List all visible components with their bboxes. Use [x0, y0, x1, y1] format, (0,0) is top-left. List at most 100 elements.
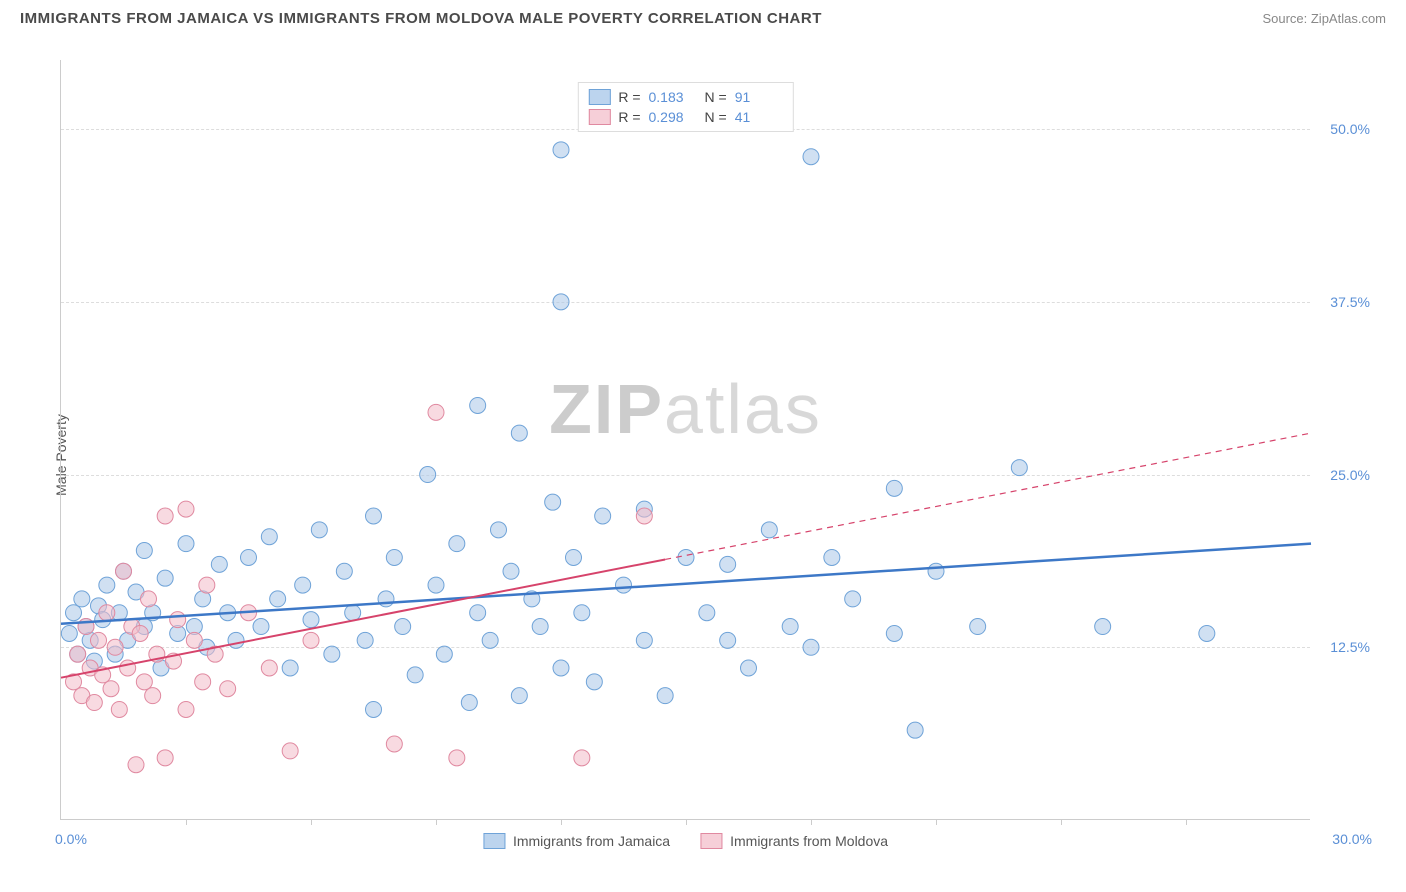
scatter-point: [574, 750, 590, 766]
scatter-point: [170, 612, 186, 628]
x-tick: [686, 819, 687, 825]
scatter-point: [699, 605, 715, 621]
scatter-point: [66, 605, 82, 621]
scatter-point: [195, 674, 211, 690]
scatter-point: [616, 577, 632, 593]
y-tick-label: 37.5%: [1330, 294, 1370, 310]
scatter-point: [449, 750, 465, 766]
scatter-point: [145, 688, 161, 704]
scatter-point: [470, 605, 486, 621]
scatter-point: [553, 142, 569, 158]
scatter-point: [186, 632, 202, 648]
scatter-point: [553, 660, 569, 676]
scatter-point: [428, 404, 444, 420]
scatter-point: [741, 660, 757, 676]
scatter-point: [907, 722, 923, 738]
scatter-point: [449, 536, 465, 552]
y-tick-label: 12.5%: [1330, 639, 1370, 655]
x-tick: [1186, 819, 1187, 825]
scatter-point: [482, 632, 498, 648]
x-tick-max: 30.0%: [1332, 831, 1372, 847]
stats-row-jamaica: R = 0.183 N = 91: [588, 87, 782, 107]
x-tick: [561, 819, 562, 825]
scatter-point: [545, 494, 561, 510]
plot-area: ZIPatlas 12.5%25.0%37.5%50.0% 0.0% 30.0%…: [60, 60, 1310, 820]
scatter-point: [366, 701, 382, 717]
scatter-point: [157, 570, 173, 586]
scatter-point: [657, 688, 673, 704]
scatter-point: [228, 632, 244, 648]
stat-n-value: 41: [735, 109, 783, 125]
scatter-point: [366, 508, 382, 524]
swatch-icon: [588, 109, 610, 125]
scatter-point: [116, 563, 132, 579]
scatter-point: [845, 591, 861, 607]
series-legend: Immigrants from Jamaica Immigrants from …: [483, 833, 888, 849]
x-tick: [311, 819, 312, 825]
scatter-point: [241, 549, 257, 565]
stat-n-label: N =: [705, 109, 727, 125]
scatter-point: [141, 591, 157, 607]
y-tick-label: 50.0%: [1330, 121, 1370, 137]
scatter-point: [336, 563, 352, 579]
scatter-point: [636, 508, 652, 524]
scatter-point: [253, 619, 269, 635]
x-tick: [436, 819, 437, 825]
scatter-point: [928, 563, 944, 579]
scatter-point: [303, 632, 319, 648]
scatter-point: [99, 577, 115, 593]
scatter-point: [107, 639, 123, 655]
scatter-point: [678, 549, 694, 565]
scatter-point: [720, 632, 736, 648]
x-tick: [186, 819, 187, 825]
scatter-point: [1095, 619, 1111, 635]
legend-item-jamaica: Immigrants from Jamaica: [483, 833, 670, 849]
swatch-icon: [588, 89, 610, 105]
scatter-point: [128, 757, 144, 773]
scatter-point: [282, 660, 298, 676]
scatter-point: [803, 639, 819, 655]
scatter-point: [136, 674, 152, 690]
stat-n-value: 91: [735, 89, 783, 105]
swatch-icon: [700, 833, 722, 849]
scatter-point: [157, 508, 173, 524]
scatter-point: [86, 695, 102, 711]
x-tick-min: 0.0%: [55, 831, 87, 847]
scatter-point: [428, 577, 444, 593]
scatter-point: [345, 605, 361, 621]
scatter-point: [503, 563, 519, 579]
stats-legend: R = 0.183 N = 91 R = 0.298 N = 41: [577, 82, 793, 132]
swatch-icon: [483, 833, 505, 849]
scatter-point: [261, 660, 277, 676]
stat-r-label: R =: [618, 89, 640, 105]
scatter-point: [61, 625, 77, 641]
scatter-point: [511, 688, 527, 704]
scatter-point: [386, 736, 402, 752]
scatter-point: [586, 674, 602, 690]
chart-container: Male Poverty ZIPatlas 12.5%25.0%37.5%50.…: [50, 40, 1390, 870]
scatter-point: [70, 646, 86, 662]
stat-r-value: 0.298: [649, 109, 697, 125]
scatter-point: [511, 425, 527, 441]
y-tick-label: 25.0%: [1330, 467, 1370, 483]
scatter-point: [136, 543, 152, 559]
scatter-point: [491, 522, 507, 538]
scatter-point: [120, 660, 136, 676]
scatter-point: [532, 619, 548, 635]
scatter-point: [720, 556, 736, 572]
scatter-point: [553, 294, 569, 310]
scatter-point: [311, 522, 327, 538]
scatter-point: [886, 480, 902, 496]
scatter-point: [420, 467, 436, 483]
chart-title: IMMIGRANTS FROM JAMAICA VS IMMIGRANTS FR…: [20, 10, 822, 27]
scatter-point: [303, 612, 319, 628]
scatter-point: [436, 646, 452, 662]
scatter-point: [595, 508, 611, 524]
legend-item-moldova: Immigrants from Moldova: [700, 833, 888, 849]
scatter-point: [324, 646, 340, 662]
scatter-point: [220, 681, 236, 697]
scatter-point: [395, 619, 411, 635]
scatter-point: [103, 681, 119, 697]
scatter-point: [91, 632, 107, 648]
scatter-point: [470, 397, 486, 413]
